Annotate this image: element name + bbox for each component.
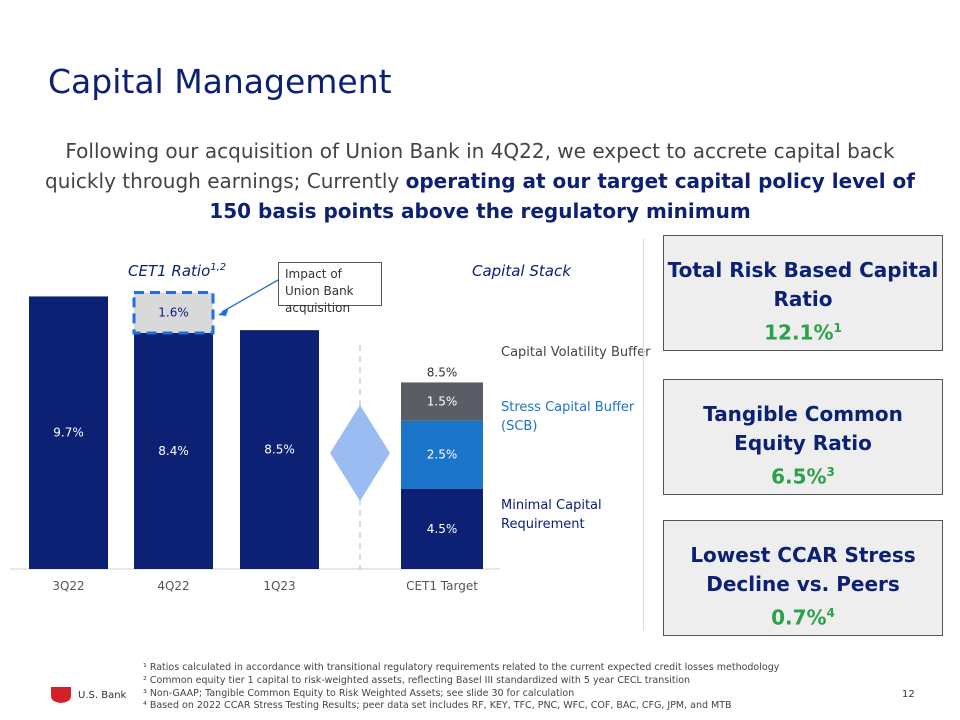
page-title: Capital Management <box>48 62 392 101</box>
cet1-bar-label: 8.4% <box>158 444 189 458</box>
page-number: 12 <box>902 689 915 700</box>
cet1-bar <box>29 296 108 569</box>
footnote-4: ⁴ Based on 2022 CCAR Stress Testing Resu… <box>143 700 732 712</box>
capital-stack-segment <box>401 382 483 421</box>
cet1-bar <box>240 330 319 569</box>
logo-text: U.S. Bank <box>78 689 127 701</box>
capital-stack-segment-label: 1.5% <box>427 395 458 409</box>
cet1-bar-label: 8.5% <box>264 443 295 457</box>
footnote-2: ² Common equity tier 1 capital to risk-w… <box>143 674 691 686</box>
cet1-chart-title: CET1 Ratio1,2 <box>128 262 226 280</box>
capital-stack-total-label: 8.5% <box>427 365 458 379</box>
us-bank-logo: U.S. Bank <box>50 686 126 704</box>
capital-stack-segment <box>401 488 483 569</box>
legend-minimal-capital-requirement: Minimal Capital Requirement <box>501 498 602 532</box>
shield-logo-icon <box>51 687 71 703</box>
transition-diamond <box>330 405 390 501</box>
legend-stress-capital-buffer: Stress Capital Buffer (SCB) <box>501 400 635 434</box>
kpi-total-risk-based-capital: Total Risk Based Capital Ratio 12.1%1 <box>663 235 943 351</box>
acquisition-impact-bar <box>132 290 215 335</box>
footnote-1: ¹ Ratios calculated in accordance with t… <box>143 662 780 673</box>
cet1-bar-label: 9.7% <box>53 426 84 440</box>
kpi-ccar-stress-decline: Lowest CCAR Stress Decline vs. Peers 0.7… <box>663 520 943 636</box>
stack-chart-title: Capital Stack <box>472 262 571 280</box>
x-tick-label: CET1 Target <box>406 579 478 593</box>
callout-arrowhead <box>218 307 229 316</box>
kpi-value: 12.1% <box>764 320 834 345</box>
kpi-footnote-ref: 3 <box>826 465 835 479</box>
capital-stack-segment-label: 4.5% <box>427 522 458 536</box>
capital-stack-segment <box>401 420 483 489</box>
x-tick-label: 3Q22 <box>52 579 84 593</box>
subtitle-normal: Following our acquisition of Union Bank … <box>45 139 895 193</box>
footnotes: ¹ Ratios calculated in accordance with t… <box>143 662 779 713</box>
capital-stack-segment-label: 2.5% <box>427 448 458 462</box>
kpi-footnote-ref: 4 <box>826 606 835 620</box>
cet1-title-text: CET1 Ratio <box>128 262 211 280</box>
legend-capital-volatility-buffer: Capital Volatility Buffer <box>501 345 651 360</box>
acquisition-callout: Impact of Union Bank acquisition <box>278 262 382 315</box>
kpi-label: Total Risk Based Capital Ratio <box>667 258 939 311</box>
subtitle: Following our acquisition of Union Bank … <box>30 136 930 226</box>
callout-leader-line <box>221 279 279 313</box>
x-tick-label: 4Q22 <box>157 579 189 593</box>
subtitle-highlight: operating at our target capital policy l… <box>209 169 915 223</box>
kpi-tangible-common-equity: Tangible Common Equity Ratio 6.5%3 <box>663 379 943 495</box>
section-divider <box>643 238 644 630</box>
kpi-value: 6.5% <box>771 464 827 489</box>
cet1-title-sup: 1,2 <box>210 262 227 273</box>
kpi-label: Tangible Common Equity Ratio <box>703 402 903 455</box>
acquisition-impact-label: 1.6% <box>158 306 189 320</box>
kpi-footnote-ref: 1 <box>833 321 842 335</box>
kpi-value: 0.7% <box>771 605 827 630</box>
footnote-3: ³ Non-GAAP; Tangible Common Equity to Ri… <box>143 687 575 699</box>
capital-charts: 9.7% 3Q22 8.4% 4Q22 1.6% 8.5% 1Q23 4.5% 2.5% 1.5%… <box>10 279 500 593</box>
cet1-bar <box>134 332 213 569</box>
kpi-label: Lowest CCAR Stress Decline vs. Peers <box>690 543 916 596</box>
x-tick-label: 1Q23 <box>263 579 295 593</box>
